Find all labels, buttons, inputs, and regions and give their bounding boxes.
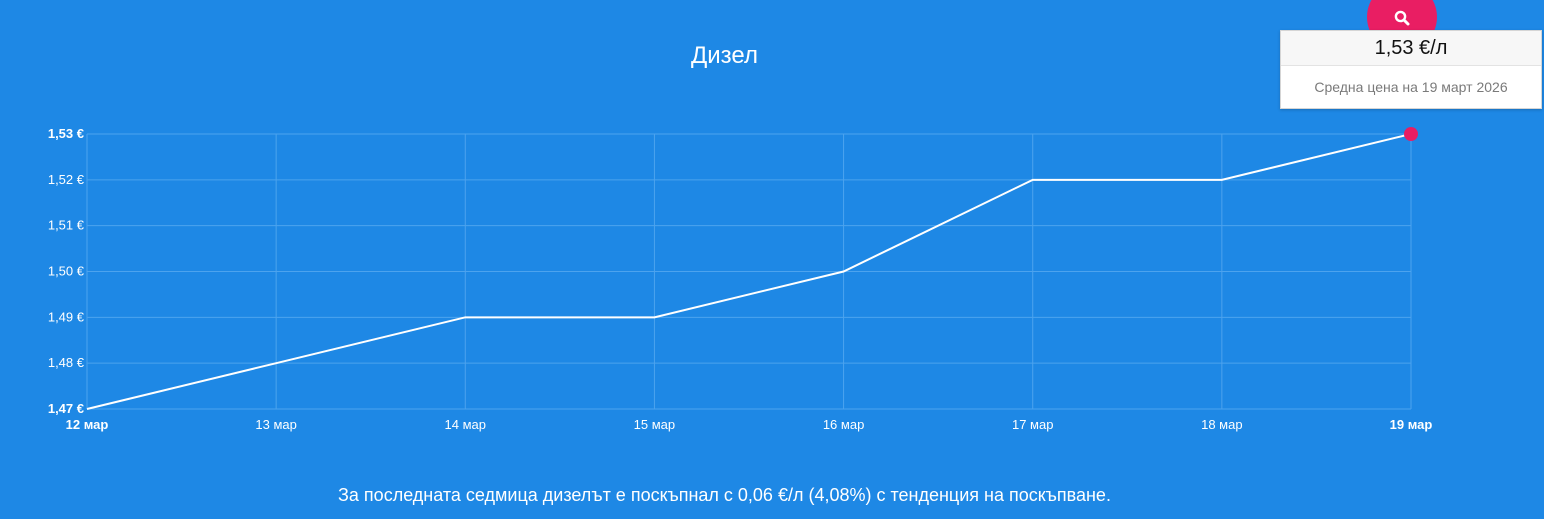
y-tick-label: 1,48 € [48, 355, 85, 370]
y-tick-label: 1,53 € [48, 126, 84, 141]
y-tick-label: 1,47 € [48, 401, 84, 416]
x-tick-label: 15 мар [634, 417, 675, 432]
tooltip-price: 1,53 €/л [1281, 31, 1541, 66]
trend-summary: За последната седмица дизелът е поскъпна… [338, 485, 1111, 505]
y-tick-label: 1,49 € [48, 309, 85, 324]
y-tick-label: 1,51 € [48, 218, 85, 233]
tooltip-description: Средна цена на 19 март 2026 [1314, 79, 1508, 95]
price-tooltip: 1,53 €/л Средна цена на 19 март 2026 [1280, 30, 1542, 109]
x-tick-label: 16 мар [823, 417, 864, 432]
x-tick-label: 12 мар [66, 417, 109, 432]
x-tick-label: 13 мар [255, 417, 296, 432]
x-tick-label: 17 мар [1012, 417, 1053, 432]
highlighted-data-point [1404, 127, 1418, 141]
x-tick-label: 14 мар [445, 417, 486, 432]
series-line-diesel [86, 133, 1412, 410]
search-icon [1394, 10, 1410, 26]
chart-title: Дизел [691, 42, 758, 69]
x-tick-label: 19 мар [1390, 417, 1433, 432]
x-tick-label: 18 мар [1201, 417, 1242, 432]
y-tick-label: 1,50 € [48, 264, 85, 279]
y-tick-label: 1,52 € [48, 172, 85, 187]
